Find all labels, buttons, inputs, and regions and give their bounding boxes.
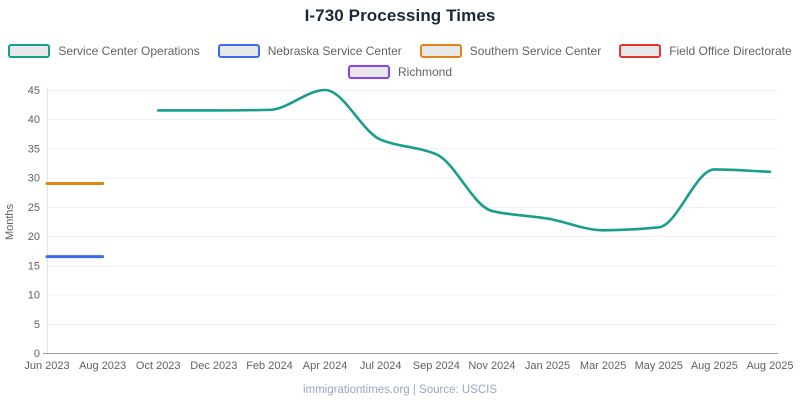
y-tick-label: 15 (28, 260, 40, 272)
series-lines (45, 88, 772, 259)
legend-swatch-icon (619, 44, 662, 58)
x-tick-label: Jun 2023 (24, 360, 69, 372)
x-tick-label: Dec 2023 (190, 360, 237, 372)
legend-label: Richmond (397, 65, 453, 79)
legend-row: Richmond (0, 62, 800, 82)
legend-swatch-icon (419, 44, 462, 58)
legend-item-southern-service-center[interactable]: Southern Service Center (419, 44, 602, 58)
x-tick-label: Oct 2023 (136, 360, 181, 372)
legend-label: Field Office Directorate (669, 44, 792, 58)
legend-label: Southern Service Center (469, 44, 602, 58)
x-axis-labels: Jun 2023 Aug 2023 Oct 2023 Dec 2023 Feb 2024… (24, 360, 793, 372)
y-tick-label: 45 (28, 85, 40, 97)
legend-row: Service Center Operations Nebraska Servic… (0, 41, 800, 61)
page-title: I-730 Processing Times (304, 6, 496, 25)
legend-swatch-icon (217, 44, 260, 58)
legend-label: Service Center Operations (58, 44, 200, 58)
x-tick-label: Aug 2025 (746, 360, 793, 372)
gridlines (47, 90, 778, 325)
series-line-service-center-operations (156, 88, 772, 232)
x-tick-label: Mar 2025 (580, 360, 626, 372)
x-tick-label: Aug 2023 (79, 360, 126, 372)
x-tick-label: Sep 2024 (413, 360, 460, 372)
x-tick-label: Jul 2024 (360, 360, 402, 372)
legend-item-field-office-directorate[interactable]: Field Office Directorate (619, 44, 792, 58)
y-axis-labels: 0 5 10 15 20 25 30 35 40 45 (28, 85, 40, 360)
y-axis-title: Months (4, 203, 16, 240)
legend: Service Center Operations Nebraska Servic… (0, 41, 800, 83)
x-tick-label: Jan 2025 (525, 360, 570, 372)
y-tick-label: 20 (28, 231, 40, 243)
legend-item-richmond[interactable]: Richmond (347, 65, 453, 79)
x-tick-label: Feb 2024 (246, 360, 292, 372)
y-tick-label: 40 (28, 114, 40, 126)
legend-item-nebraska-service-center[interactable]: Nebraska Service Center (217, 44, 402, 58)
y-tick-label: 30 (28, 173, 40, 185)
source-credit: immigrationtimes.org | Source: USCIS (302, 384, 498, 396)
legend-item-service-center-operations[interactable]: Service Center Operations (8, 44, 200, 58)
x-tick-label: Aug 2025 (691, 360, 738, 372)
y-tick-label: 10 (28, 290, 40, 302)
x-tick-label: Nov 2024 (468, 360, 515, 372)
axes (43, 87, 778, 354)
y-tick-label: 0 (34, 348, 40, 360)
legend-swatch-icon (8, 44, 51, 58)
x-tick-label: Apr 2024 (303, 360, 348, 372)
y-tick-label: 5 (34, 319, 40, 331)
legend-label: Nebraska Service Center (267, 44, 402, 58)
y-tick-label: 25 (28, 202, 40, 214)
x-tick-label: May 2025 (635, 360, 683, 372)
legend-swatch-icon (347, 65, 390, 79)
y-tick-label: 35 (28, 143, 40, 155)
